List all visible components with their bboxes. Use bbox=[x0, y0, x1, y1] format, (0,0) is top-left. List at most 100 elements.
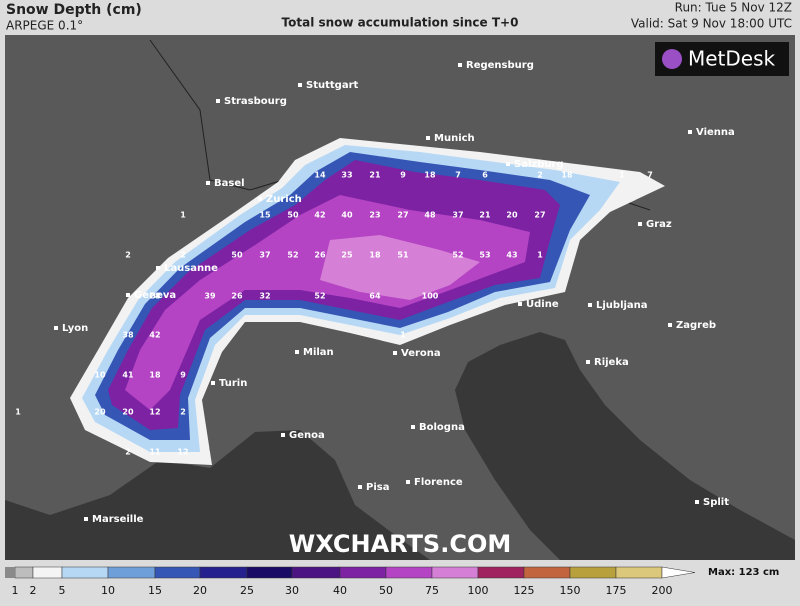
legend-tick-label: 5 bbox=[59, 584, 66, 597]
snow-depth-label: 7 bbox=[455, 171, 461, 180]
title: Snow Depth (cm) bbox=[6, 2, 142, 18]
snow-depth-label: 42 bbox=[149, 331, 160, 340]
city-label: Ljubljana bbox=[596, 300, 648, 311]
snow-depth-label: 2 bbox=[180, 408, 186, 417]
city-dot bbox=[258, 197, 262, 201]
city-dot bbox=[668, 323, 672, 327]
snow-depth-label: 12 bbox=[149, 408, 160, 417]
legend-tick-label: 175 bbox=[606, 584, 627, 597]
map: MetDesk WXCHARTS.COM Regensburg Stuttgart… bbox=[5, 35, 795, 560]
snow-depth-label: 1 bbox=[400, 331, 406, 340]
city-label: Vienna bbox=[696, 127, 735, 138]
snow-depth-label: 52 bbox=[452, 251, 463, 260]
legend-tick-label: 40 bbox=[333, 584, 347, 597]
legend-tick-label: 50 bbox=[379, 584, 393, 597]
run-time: Run: Tue 5 Nov 12Z bbox=[675, 1, 792, 15]
city-dot bbox=[54, 326, 58, 330]
city-label: Lausanne bbox=[164, 263, 218, 274]
snow-depth-label: 27 bbox=[397, 211, 408, 220]
legend-swatch bbox=[477, 566, 525, 579]
legend-tick-label: 75 bbox=[425, 584, 439, 597]
model: ARPEGE 0.1° bbox=[6, 19, 83, 33]
city-label: Bologna bbox=[419, 422, 465, 433]
city-label: Zurich bbox=[266, 194, 302, 205]
legend-tick-label: 25 bbox=[240, 584, 254, 597]
snow-depth-label: 23 bbox=[369, 211, 380, 220]
city-labels: Regensburg Stuttgart Strasbourg Munich Vienn… bbox=[54, 60, 735, 525]
snow-depth-label: 41 bbox=[122, 371, 134, 380]
valid-time: Valid: Sat 9 Nov 18:00 UTC bbox=[631, 17, 792, 31]
snow-depth-label: 28 bbox=[149, 292, 161, 301]
city-label: Stuttgart bbox=[306, 80, 359, 91]
city-label: Regensburg bbox=[466, 60, 534, 71]
snow-depth-label: 39 bbox=[204, 292, 216, 301]
legend-swatch bbox=[339, 566, 387, 579]
legend-tick-label: 100 bbox=[468, 584, 489, 597]
legend: Max: 123 cm 1 2 5 10 15 20 25 30 40 50 75 100 125 150… bbox=[5, 566, 779, 597]
legend-start bbox=[5, 567, 15, 578]
city-label: Lyon bbox=[62, 323, 88, 334]
snow-layer bbox=[320, 235, 480, 300]
snow-depth-label: 42 bbox=[314, 211, 325, 220]
snow-depth-label: 53 bbox=[479, 251, 490, 260]
snow-depth-label: 6 bbox=[482, 171, 488, 180]
snow-depth-label: 32 bbox=[259, 292, 270, 301]
snow-depth-label: 18 bbox=[561, 171, 573, 180]
snow-depth-label: 38 bbox=[122, 331, 134, 340]
city-dot bbox=[358, 485, 362, 489]
city-label: Strasbourg bbox=[224, 96, 287, 107]
city-dot bbox=[411, 425, 415, 429]
snow-depth-label: 2 bbox=[180, 251, 186, 260]
city-dot bbox=[458, 63, 462, 67]
snow-depth-label: 21 bbox=[369, 171, 381, 180]
snow-depth-label: 50 bbox=[231, 251, 243, 260]
snow-depth-label: 15 bbox=[259, 211, 271, 220]
legend-swatch bbox=[32, 566, 63, 579]
city-dot bbox=[126, 293, 130, 297]
city-label: Verona bbox=[401, 348, 441, 359]
city-label: Geneva bbox=[134, 290, 176, 301]
snow-depth-label: 33 bbox=[341, 171, 352, 180]
legend-swatch bbox=[569, 566, 617, 579]
legend-tick-label: 150 bbox=[560, 584, 581, 597]
legend-tick-label: 1 bbox=[12, 584, 19, 597]
city-dot bbox=[156, 266, 160, 270]
snow-depth-label: 43 bbox=[506, 251, 517, 260]
snow-depth-label: 20 bbox=[122, 408, 134, 417]
city-dot bbox=[298, 83, 302, 87]
snow-depth-label: 64 bbox=[369, 292, 381, 301]
city-label: Milan bbox=[303, 347, 334, 358]
city-label: Florence bbox=[414, 477, 463, 488]
snow-depth-label: 18 bbox=[424, 171, 436, 180]
legend-tick-label: 20 bbox=[193, 584, 207, 597]
legend-swatch bbox=[291, 566, 341, 579]
legend-max: Max: 123 cm bbox=[708, 567, 779, 578]
city-dot bbox=[588, 303, 592, 307]
city-dot bbox=[281, 433, 285, 437]
snow-depth-label: 40 bbox=[341, 211, 353, 220]
logo-icon bbox=[662, 49, 682, 69]
snow-depth-label: 50 bbox=[287, 211, 299, 220]
legend-tick-label: 2 bbox=[30, 584, 37, 597]
city-dot bbox=[506, 162, 510, 166]
snow-depth-label: 37 bbox=[259, 251, 270, 260]
snow-depth-label: 27 bbox=[534, 211, 545, 220]
city-dot bbox=[393, 351, 397, 355]
snow-depth-label: 48 bbox=[424, 211, 436, 220]
legend-arrow bbox=[661, 566, 696, 579]
city-dot bbox=[295, 350, 299, 354]
snow-depth-label: 20 bbox=[94, 408, 106, 417]
city-label: Zagreb bbox=[676, 320, 716, 331]
snow-depth-label: 26 bbox=[231, 292, 243, 301]
snow-depth-label: 21 bbox=[479, 211, 491, 220]
city-label: Udine bbox=[526, 299, 559, 310]
mediterranean-sea bbox=[5, 430, 430, 560]
snow-depth-label: 52 bbox=[287, 251, 298, 260]
snow-depth-label: 2 bbox=[125, 251, 131, 260]
subtitle: Total snow accumulation since T+0 bbox=[282, 16, 519, 30]
legend-swatch bbox=[385, 566, 433, 579]
city-dot bbox=[688, 130, 692, 134]
watermark: WXCHARTS.COM bbox=[289, 530, 511, 558]
city-dot bbox=[406, 480, 410, 484]
